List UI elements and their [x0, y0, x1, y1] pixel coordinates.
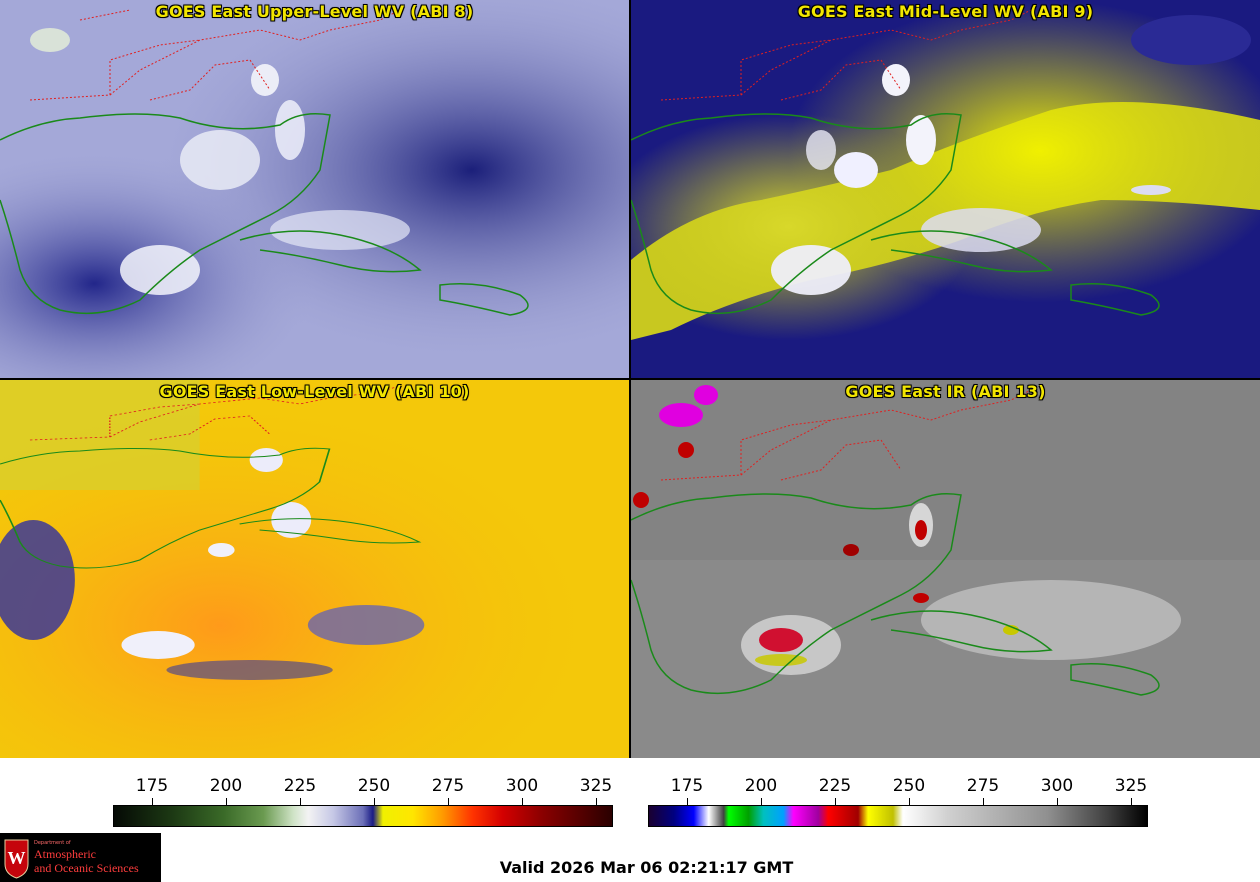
tick-mark [835, 798, 836, 805]
tick-mark [522, 798, 523, 805]
tick-mark [1131, 798, 1132, 805]
tick-label: 250 [357, 776, 391, 796]
tick-label: 325 [579, 776, 613, 796]
tick-mark [909, 798, 910, 805]
tick-mark [596, 798, 597, 805]
tick-label: 250 [892, 776, 926, 796]
valid-time: Valid 2026 Mar 06 02:21:17 GMT [499, 858, 794, 877]
wv-colorbar [113, 805, 613, 827]
tick-label: 325 [1114, 776, 1148, 796]
tick-mark [448, 798, 449, 805]
tick-mark [300, 798, 301, 805]
tick-label: 275 [966, 776, 1000, 796]
tick-label: 275 [431, 776, 465, 796]
aos-logo: W Department of Atmospheric and Oceanic … [0, 833, 161, 882]
tick-mark [761, 798, 762, 805]
tick-label: 225 [818, 776, 852, 796]
tick-label: 200 [209, 776, 243, 796]
ir-colorbar [648, 805, 1148, 827]
horizontal-divider [0, 378, 1260, 380]
panel-title: GOES East Upper-Level WV (ABI 8) [155, 2, 474, 21]
uw-seal-icon: W [4, 839, 29, 879]
tick-label: 175 [135, 776, 169, 796]
tick-label: 175 [670, 776, 704, 796]
low-level-wv-image [0, 380, 629, 758]
low-level-wv-panel: GOES East Low-Level WV (ABI 10) [0, 380, 629, 758]
tick-label: 200 [744, 776, 778, 796]
mid-level-wv-panel: GOES East Mid-Level WV (ABI 9) [631, 0, 1260, 378]
tick-mark [226, 798, 227, 805]
mid-level-wv-image [631, 0, 1260, 378]
tick-mark [152, 798, 153, 805]
tick-mark [687, 798, 688, 805]
logo-dept: Department of [34, 840, 71, 846]
logo-line2: and Oceanic Sciences [34, 861, 139, 875]
panel-title: GOES East Mid-Level WV (ABI 9) [797, 2, 1094, 21]
upper-level-wv-image [0, 0, 629, 378]
seal-letter: W [8, 848, 26, 868]
tick-mark [983, 798, 984, 805]
upper-level-wv-panel: GOES East Upper-Level WV (ABI 8) [0, 0, 629, 378]
panel-title: GOES East IR (ABI 13) [845, 382, 1046, 401]
ir-panel: GOES East IR (ABI 13) [631, 380, 1260, 758]
panel-title: GOES East Low-Level WV (ABI 10) [159, 382, 470, 401]
tick-mark [374, 798, 375, 805]
tick-label: 300 [505, 776, 539, 796]
logo-line1: Atmospheric [34, 847, 96, 861]
tick-mark [1057, 798, 1058, 805]
tick-label: 300 [1040, 776, 1074, 796]
tick-label: 225 [283, 776, 317, 796]
ir-image [631, 380, 1260, 758]
